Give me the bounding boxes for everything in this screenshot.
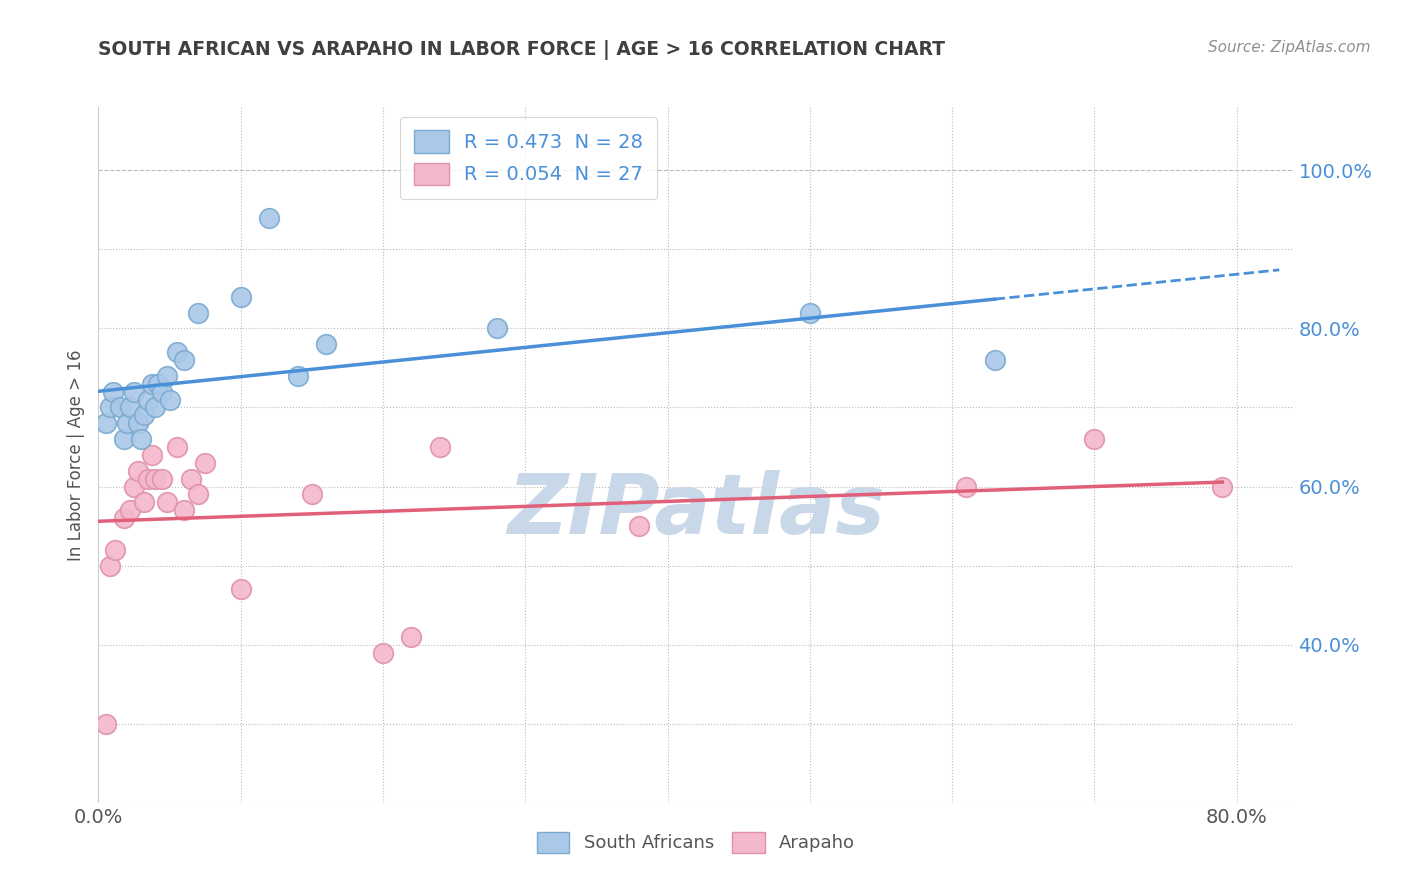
Point bbox=[628, 519, 651, 533]
Point bbox=[166, 345, 188, 359]
Point bbox=[141, 376, 163, 391]
Point bbox=[136, 472, 159, 486]
Point bbox=[98, 401, 121, 415]
Point bbox=[115, 417, 138, 431]
Point bbox=[112, 432, 135, 446]
Point bbox=[101, 384, 124, 399]
Point bbox=[955, 479, 977, 493]
Point bbox=[118, 503, 141, 517]
Point bbox=[156, 495, 179, 509]
Point bbox=[94, 417, 117, 431]
Point bbox=[98, 558, 121, 573]
Point bbox=[143, 401, 166, 415]
Point bbox=[108, 401, 131, 415]
Point bbox=[173, 503, 195, 517]
Point bbox=[132, 495, 155, 509]
Point bbox=[187, 305, 209, 319]
Point bbox=[118, 401, 141, 415]
Point bbox=[485, 321, 508, 335]
Text: SOUTH AFRICAN VS ARAPAHO IN LABOR FORCE | AGE > 16 CORRELATION CHART: SOUTH AFRICAN VS ARAPAHO IN LABOR FORCE … bbox=[98, 40, 945, 60]
Point bbox=[127, 417, 149, 431]
Point bbox=[983, 353, 1005, 368]
Legend: South Africans, Arapaho: South Africans, Arapaho bbox=[526, 821, 866, 863]
Point bbox=[229, 582, 252, 597]
Point bbox=[180, 472, 202, 486]
Point bbox=[129, 432, 152, 446]
Point bbox=[94, 716, 117, 731]
Point bbox=[401, 630, 423, 644]
Point bbox=[429, 440, 451, 454]
Point bbox=[257, 211, 280, 225]
Point bbox=[127, 464, 149, 478]
Y-axis label: In Labor Force | Age > 16: In Labor Force | Age > 16 bbox=[66, 349, 84, 561]
Point bbox=[173, 353, 195, 368]
Point bbox=[112, 511, 135, 525]
Point bbox=[194, 456, 217, 470]
Point bbox=[315, 337, 337, 351]
Point bbox=[122, 384, 145, 399]
Point bbox=[1211, 479, 1233, 493]
Point bbox=[122, 479, 145, 493]
Text: ZIPatlas: ZIPatlas bbox=[508, 470, 884, 551]
Point bbox=[166, 440, 188, 454]
Point bbox=[148, 376, 170, 391]
Point bbox=[152, 472, 174, 486]
Point bbox=[141, 448, 163, 462]
Point bbox=[301, 487, 323, 501]
Point bbox=[136, 392, 159, 407]
Point bbox=[159, 392, 181, 407]
Text: Source: ZipAtlas.com: Source: ZipAtlas.com bbox=[1208, 40, 1371, 55]
Point bbox=[104, 542, 127, 557]
Point bbox=[371, 646, 394, 660]
Point bbox=[152, 384, 174, 399]
Point bbox=[799, 305, 821, 319]
Point bbox=[132, 409, 155, 423]
Point bbox=[156, 368, 179, 383]
Point bbox=[187, 487, 209, 501]
Point bbox=[229, 290, 252, 304]
Point bbox=[143, 472, 166, 486]
Point bbox=[287, 368, 309, 383]
Point bbox=[1083, 432, 1105, 446]
